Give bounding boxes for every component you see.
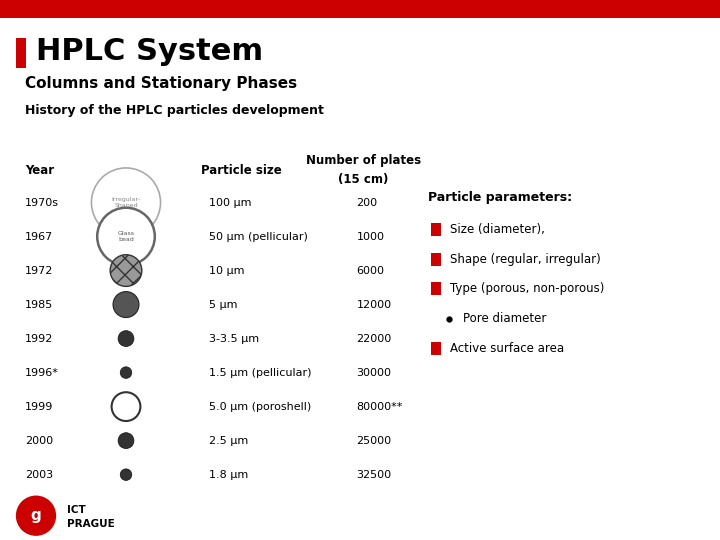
Ellipse shape xyxy=(118,433,134,449)
Text: 2003: 2003 xyxy=(25,470,53,480)
Text: 22000: 22000 xyxy=(356,334,392,343)
Text: 30000: 30000 xyxy=(356,368,392,377)
Ellipse shape xyxy=(113,292,139,318)
Text: Number of plates: Number of plates xyxy=(306,154,421,167)
Text: Year: Year xyxy=(25,164,54,177)
Text: 10 μm: 10 μm xyxy=(209,266,244,275)
Text: 200: 200 xyxy=(356,198,377,207)
Text: 32500: 32500 xyxy=(356,470,392,480)
Text: Particle parameters:: Particle parameters: xyxy=(428,191,572,204)
Text: HPLC System: HPLC System xyxy=(36,37,263,66)
Text: 1992: 1992 xyxy=(25,334,53,343)
Text: 2000: 2000 xyxy=(25,436,53,446)
Ellipse shape xyxy=(118,330,134,347)
Ellipse shape xyxy=(120,367,132,379)
Text: 1967: 1967 xyxy=(25,232,53,241)
Text: Active surface area: Active surface area xyxy=(450,342,564,355)
Text: 6000: 6000 xyxy=(356,266,384,275)
Text: Size (diameter),: Size (diameter), xyxy=(450,223,545,236)
Text: 5 μm: 5 μm xyxy=(209,300,238,309)
Text: Shape (regular, irregular): Shape (regular, irregular) xyxy=(450,253,600,266)
Text: 1.5 μm (pellicular): 1.5 μm (pellicular) xyxy=(209,368,311,377)
Text: ICT: ICT xyxy=(67,505,86,515)
Text: (15 cm): (15 cm) xyxy=(338,173,389,186)
Ellipse shape xyxy=(112,392,140,421)
Text: PRAGUE: PRAGUE xyxy=(67,519,114,529)
Text: Columns and Stationary Phases: Columns and Stationary Phases xyxy=(25,76,297,91)
Ellipse shape xyxy=(91,168,161,237)
Text: 1999: 1999 xyxy=(25,402,53,411)
FancyBboxPatch shape xyxy=(431,253,441,266)
Text: History of the HPLC particles development: History of the HPLC particles developmen… xyxy=(25,104,324,117)
FancyBboxPatch shape xyxy=(431,282,441,295)
Text: 1000: 1000 xyxy=(356,232,384,241)
Text: 5.0 μm (poroshell): 5.0 μm (poroshell) xyxy=(209,402,311,411)
Ellipse shape xyxy=(120,469,132,481)
Text: 3-3.5 μm: 3-3.5 μm xyxy=(209,334,259,343)
FancyBboxPatch shape xyxy=(0,0,720,18)
Text: 1985: 1985 xyxy=(25,300,53,309)
Text: Pore diameter: Pore diameter xyxy=(463,312,546,325)
Text: Particle size: Particle size xyxy=(201,164,282,177)
Text: 80000**: 80000** xyxy=(356,402,402,411)
FancyBboxPatch shape xyxy=(431,342,441,355)
Ellipse shape xyxy=(97,208,155,265)
Text: Glass
bead: Glass bead xyxy=(117,231,135,242)
Text: 1996*: 1996* xyxy=(25,368,59,377)
Text: 1970s: 1970s xyxy=(25,198,59,207)
Text: 2.5 μm: 2.5 μm xyxy=(209,436,248,446)
Text: 1.8 μm: 1.8 μm xyxy=(209,470,248,480)
Text: 1972: 1972 xyxy=(25,266,53,275)
Text: 100 μm: 100 μm xyxy=(209,198,251,207)
Ellipse shape xyxy=(110,255,142,286)
Text: 12000: 12000 xyxy=(356,300,392,309)
Ellipse shape xyxy=(16,496,56,536)
FancyBboxPatch shape xyxy=(431,223,441,236)
Text: 25000: 25000 xyxy=(356,436,392,446)
FancyBboxPatch shape xyxy=(16,38,26,68)
Text: g: g xyxy=(31,508,41,523)
Text: Irregular-
Shaped: Irregular- Shaped xyxy=(112,197,140,208)
Text: Type (porous, non-porous): Type (porous, non-porous) xyxy=(450,282,604,295)
Text: 50 μm (pellicular): 50 μm (pellicular) xyxy=(209,232,307,241)
